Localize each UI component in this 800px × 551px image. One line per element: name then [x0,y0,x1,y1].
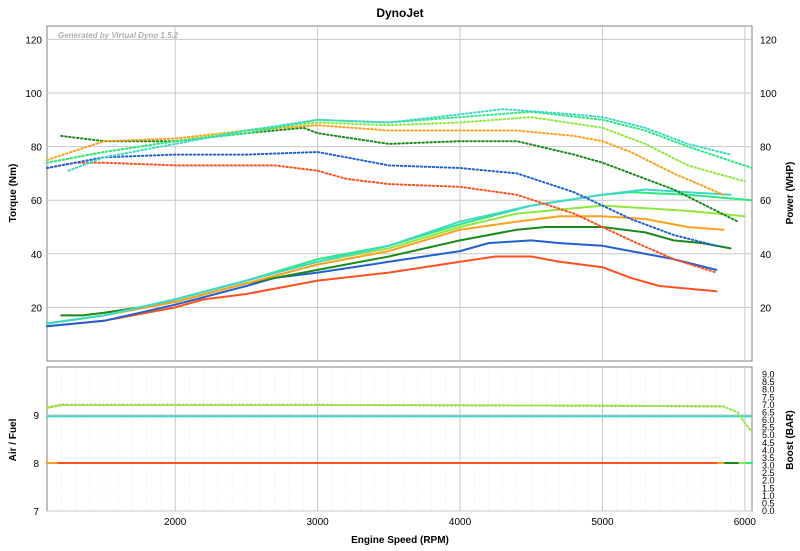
rpm-tick-label: 2000 [164,517,187,528]
boost-tick-label: 0.5 [762,498,775,508]
torque-curve [46,188,732,325]
bottom-plot-frame [46,366,753,512]
power-curve [46,151,718,247]
afr-axis-ticks: 7 8 9 [33,411,39,518]
power-tick-label: 60 [760,196,772,207]
power-tick-label: 40 [760,250,772,261]
boost-tick-label: 1.5 [762,483,775,493]
rpm-tick-label: 4000 [449,517,472,528]
afr-tick-label: 8 [33,459,39,470]
boost-tick-label: 8.5 [762,377,775,387]
afr-tick-label: 7 [33,507,39,518]
rpm-axis-ticks: 2000 3000 4000 5000 6000 [164,517,756,528]
boost-tick-label: 6.5 [762,407,775,417]
boost-tick-label: 7.0 [762,400,775,410]
rpm-tick-label: 5000 [591,517,614,528]
power-curve [46,161,718,274]
torque-curve [46,215,725,325]
watermark-text: Generated by Virtual Dyno 1.5.2 [58,31,179,40]
torque-tick-label: 40 [31,250,43,261]
torque-tick-label: 60 [31,196,43,207]
power-tick-label: 80 [760,143,772,154]
power-axis-label: Power (WHP) [785,162,796,225]
torque-tick-label: 20 [31,303,43,314]
torque-power-panel: Generated by Virtual Dyno 1.5.2 20 40 60 80… [8,25,796,362]
power-tick-label: 100 [760,89,777,100]
torque-tick-label: 80 [31,143,43,154]
power-curve [46,110,753,169]
torque-curve [46,255,718,328]
chart-title: DynoJet [376,6,423,20]
boost-tick-label: 2.5 [762,468,775,478]
boost-axis-label: Boost (BAR) [785,410,796,469]
boost-curve [46,403,753,434]
power-curve [46,124,725,196]
rpm-tick-label: 3000 [306,517,329,528]
torque-tick-label: 120 [25,35,42,46]
afr-boost-panel: 7 8 9 0.00.51.01.52.02.53.03.54.04.55.05.5… [8,366,796,546]
rpm-tick-label: 6000 [734,517,757,528]
boost-tick-label: 5.5 [762,423,775,433]
boost-axis-ticks: 0.00.51.01.52.02.53.03.54.04.55.05.56.06… [762,370,775,516]
boost-tick-label: 8.0 [762,385,775,395]
afr-axis-label: Air / Fuel [8,418,19,461]
bottom-grid [47,367,752,512]
torque-axis-ticks: 20 40 60 80 100 120 [25,35,42,314]
torque-axis-label: Torque (Nm) [8,164,19,223]
boost-tick-label: 7.5 [762,392,775,402]
boost-tick-label: 4.0 [762,445,775,455]
boost-tick-label: 6.0 [762,415,775,425]
power-curve [67,108,732,172]
top-plot-frame [46,25,753,362]
power-tick-label: 120 [760,35,777,46]
boost-tick-label: 5.0 [762,430,775,440]
power-axis-ticks: 20 40 60 80 100 120 [760,35,777,314]
power-tick-label: 20 [760,303,772,314]
boost-tick-label: 3.5 [762,453,775,463]
boost-tick-label: 3.0 [762,461,775,471]
torque-curve [46,239,718,328]
boost-tick-label: 9.0 [762,370,775,380]
boost-tick-label: 2.0 [762,476,775,486]
torque-tick-label: 100 [25,89,42,100]
boost-tick-label: 0.0 [762,506,775,516]
boost-tick-label: 4.5 [762,438,775,448]
boost-tick-label: 1.0 [762,491,775,501]
bottom-series-lines [46,403,753,464]
rpm-axis-label: Engine Speed (RPM) [351,535,449,546]
afr-tick-label: 9 [33,411,39,422]
top-series-lines [46,108,753,328]
